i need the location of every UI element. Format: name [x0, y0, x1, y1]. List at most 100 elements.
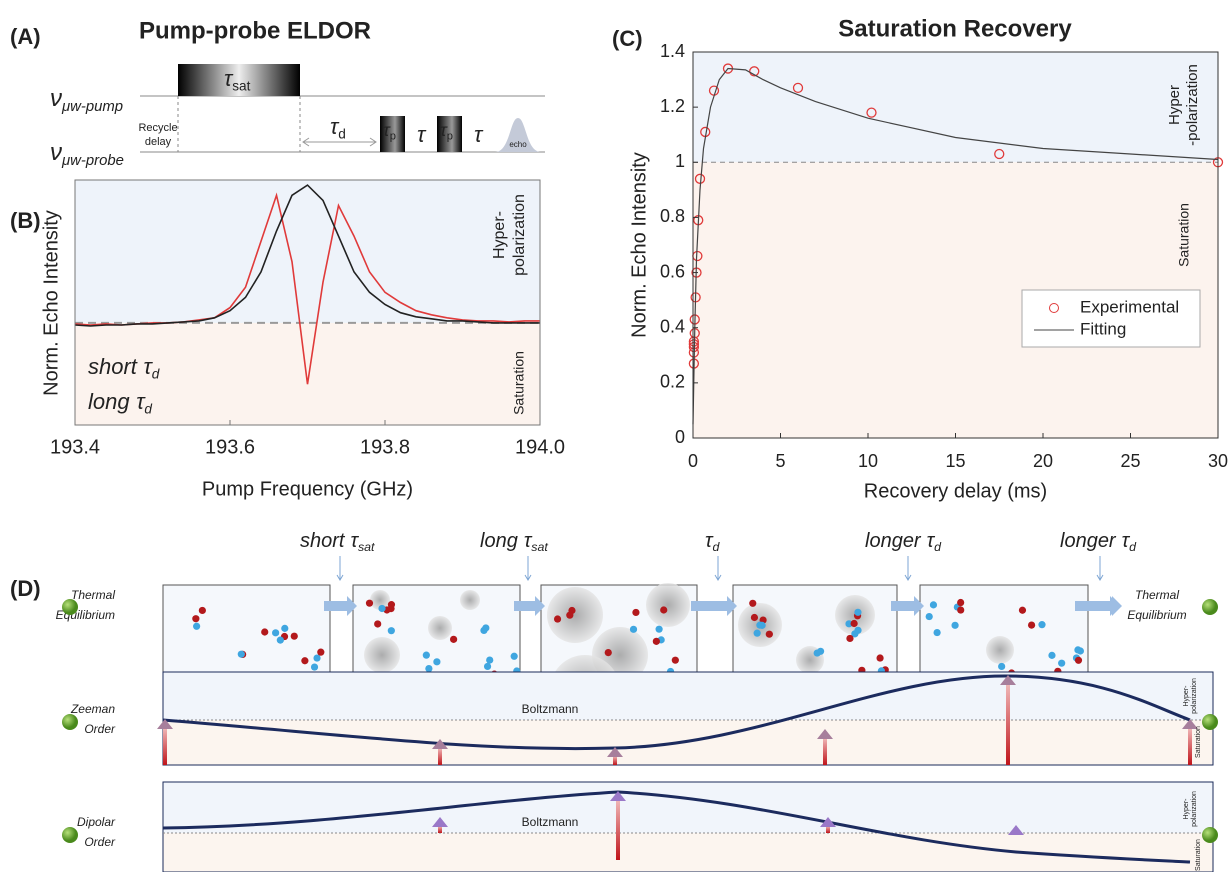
spin: [261, 628, 269, 636]
spin: [1027, 621, 1036, 629]
symbol: τ: [350, 530, 359, 552]
step-arrow: [714, 556, 722, 581]
label: τp: [440, 120, 453, 143]
spin: [845, 620, 853, 628]
symbol: τ: [224, 66, 234, 91]
spin: [192, 615, 200, 623]
label: Boltzmann: [522, 702, 579, 716]
order-region-saturation: [163, 833, 1213, 872]
spin: [957, 598, 965, 607]
spin: [933, 628, 941, 637]
spin: [553, 615, 562, 623]
spin: [272, 629, 280, 637]
label: Saturation: [1195, 839, 1202, 871]
label: νμw-pump: [50, 85, 123, 115]
flow-arrow: [324, 596, 357, 616]
symbol: τ: [136, 389, 146, 414]
spin: [566, 611, 574, 619]
label-text: longer: [1060, 530, 1117, 552]
subscript: μw-probe: [61, 153, 124, 169]
symbol: τ: [1122, 530, 1131, 552]
legend-label: Experimental: [1080, 297, 1179, 316]
subscript: sat: [358, 540, 375, 554]
spin: [850, 619, 858, 628]
subscript: sat: [531, 540, 548, 554]
spin: [957, 606, 965, 614]
y-tick-label: 0.6: [660, 261, 685, 281]
spin: [510, 652, 518, 660]
spin: [1048, 651, 1056, 659]
spin: [482, 624, 490, 632]
spin: [422, 651, 430, 659]
spin: [629, 625, 638, 633]
correlation-bubble: [986, 636, 1014, 664]
step-arrow: [524, 556, 532, 581]
legend-swatch: [1049, 303, 1059, 313]
label: τ: [474, 122, 484, 147]
symbol: τ: [705, 530, 714, 552]
correlation-bubble: [547, 587, 603, 643]
spin: [1074, 646, 1082, 654]
order-arrow-head: [817, 729, 833, 739]
label: Hyper-: [491, 211, 508, 259]
x-tick-label: 194.0: [515, 436, 565, 458]
x-tick-label: 5: [775, 451, 785, 471]
label: -polarization: [1184, 64, 1201, 146]
panel-label: (A): [10, 24, 41, 49]
spin: [317, 648, 325, 656]
state-ball: [1202, 599, 1218, 615]
fit-line: [692, 67, 1219, 425]
label: Thermal: [1135, 588, 1179, 602]
spin: [813, 649, 821, 657]
spin: [433, 658, 441, 666]
spin: [655, 625, 663, 633]
spin: [604, 649, 612, 657]
region-hyper: [693, 52, 1218, 163]
state-ball: [1202, 714, 1218, 730]
legend-label: Fitting: [1080, 319, 1126, 338]
order-arrow-head: [157, 719, 173, 729]
order-arrow-head: [610, 791, 626, 801]
subscript: d: [144, 401, 152, 416]
state-ball: [62, 827, 78, 843]
label: delay: [145, 136, 172, 148]
spin: [929, 601, 938, 609]
spin: [198, 606, 206, 615]
spin: [237, 650, 245, 658]
label: Dipolar: [77, 815, 116, 829]
label: Saturation: [511, 351, 527, 415]
subscript: d: [152, 366, 160, 381]
label: echo: [509, 140, 527, 149]
order-arrow: [823, 738, 827, 765]
subscript: d: [1129, 540, 1137, 554]
y-tick-label: 0.8: [660, 206, 685, 226]
spin: [750, 613, 759, 622]
order-arrow-head: [1182, 719, 1198, 729]
subscript: d: [338, 126, 346, 141]
spin: [660, 606, 668, 614]
spin: [276, 636, 284, 644]
x-tick-label: 25: [1120, 451, 1140, 471]
symbol: τ: [383, 120, 391, 140]
order-arrow-head: [1008, 825, 1024, 835]
data-point: [866, 107, 877, 118]
step-arrow: [904, 556, 912, 581]
label-text: longer: [865, 530, 922, 552]
series-line: [74, 192, 540, 385]
spin: [483, 662, 492, 671]
x-tick-label: 15: [945, 451, 965, 471]
legend: Experimental Fitting: [1021, 289, 1201, 348]
label: long τd: [88, 389, 152, 416]
spin: [671, 656, 679, 664]
order-curve: [162, 790, 1191, 864]
symbol: τ: [524, 530, 533, 552]
label: Thermal: [71, 588, 115, 602]
arrow: [302, 137, 377, 147]
label: τsat: [224, 66, 251, 93]
subscript: μw-pump: [61, 99, 123, 115]
spin: [486, 656, 494, 664]
y-tick-label: 0.2: [660, 372, 685, 392]
y-axis-label: Norm. Echo Intensity: [628, 152, 650, 338]
symbol: τ: [927, 530, 936, 552]
